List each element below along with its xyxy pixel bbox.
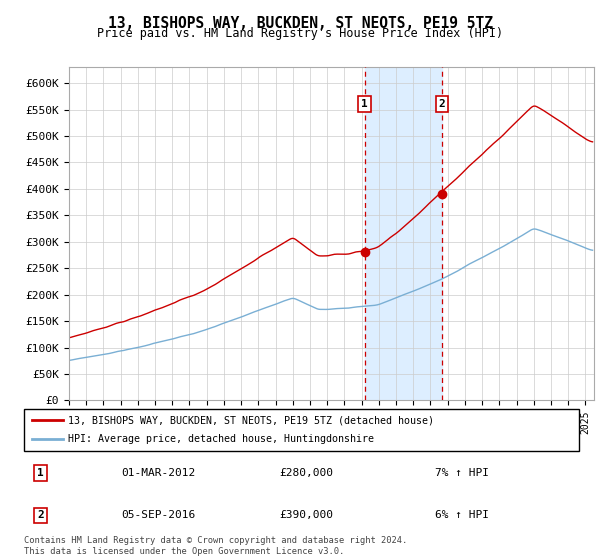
Text: 2: 2	[439, 99, 445, 109]
Text: 1: 1	[361, 99, 368, 109]
Bar	[365, 67, 442, 400]
Text: HPI: Average price, detached house, Huntingdonshire: HPI: Average price, detached house, Hunt…	[68, 435, 374, 445]
Text: 6% ↑ HPI: 6% ↑ HPI	[434, 510, 488, 520]
Text: £280,000: £280,000	[280, 468, 334, 478]
Text: 05-SEP-2016: 05-SEP-2016	[121, 510, 196, 520]
Text: 13, BISHOPS WAY, BUCKDEN, ST NEOTS, PE19 5TZ (detached house): 13, BISHOPS WAY, BUCKDEN, ST NEOTS, PE19…	[68, 415, 434, 425]
Text: 2: 2	[37, 510, 44, 520]
Text: 1: 1	[37, 468, 44, 478]
Text: 7% ↑ HPI: 7% ↑ HPI	[434, 468, 488, 478]
Text: 01-MAR-2012: 01-MAR-2012	[121, 468, 196, 478]
Text: Contains HM Land Registry data © Crown copyright and database right 2024.
This d: Contains HM Land Registry data © Crown c…	[24, 536, 407, 556]
Text: £390,000: £390,000	[280, 510, 334, 520]
Text: Price paid vs. HM Land Registry's House Price Index (HPI): Price paid vs. HM Land Registry's House …	[97, 27, 503, 40]
Text: 13, BISHOPS WAY, BUCKDEN, ST NEOTS, PE19 5TZ: 13, BISHOPS WAY, BUCKDEN, ST NEOTS, PE19…	[107, 16, 493, 31]
